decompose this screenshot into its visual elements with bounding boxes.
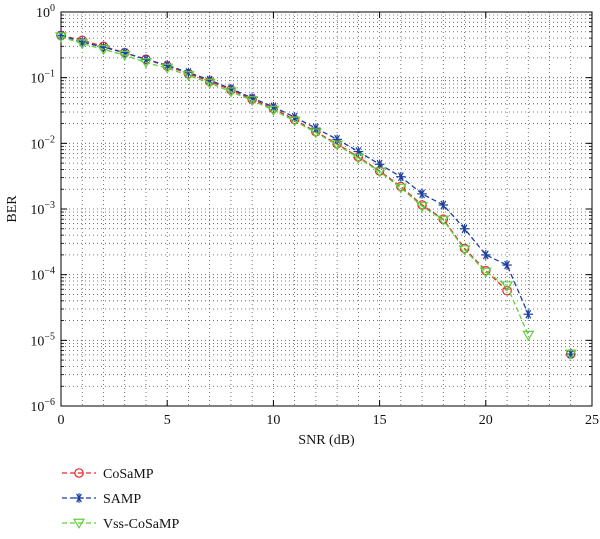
- data-point: [224, 87, 237, 98]
- series-vss-cosamp: [54, 32, 577, 360]
- x-axis-label: SNR (dB): [298, 433, 355, 448]
- data-point: [438, 214, 449, 224]
- data-point: [417, 189, 427, 199]
- data-series: [54, 30, 577, 360]
- data-point: [311, 123, 321, 134]
- data-point: [76, 39, 89, 50]
- series-line: [60, 36, 529, 336]
- legend: CoSaMP SAMP Vss-CoSaMP: [62, 467, 179, 532]
- y-axis-label: BER: [5, 195, 20, 223]
- y-tick-base: 10: [36, 6, 50, 21]
- y-tick-exponent: −2: [44, 134, 55, 145]
- data-point: [332, 134, 342, 145]
- series-line: [60, 34, 508, 292]
- data-point: [416, 201, 429, 213]
- x-tick-label: 10: [266, 413, 280, 428]
- data-point: [246, 96, 259, 107]
- data-point: [288, 116, 301, 127]
- y-tick-exponent: −6: [44, 397, 55, 408]
- y-tick-label: 100: [36, 3, 55, 21]
- legend-entry: SAMP: [62, 492, 141, 507]
- data-point: [500, 281, 514, 292]
- y-tick-base: 10: [30, 400, 44, 415]
- x-tick-label: 20: [479, 413, 493, 428]
- legend-marker: [72, 518, 86, 529]
- data-point: [373, 167, 386, 178]
- y-tick-label: 10−4: [30, 266, 55, 284]
- plot-frame: [60, 11, 593, 407]
- data-point: [459, 243, 470, 254]
- legend-label: Vss-CoSaMP: [103, 517, 179, 532]
- grid-lines: [61, 12, 592, 406]
- data-point: [98, 42, 109, 53]
- y-tick-exponent: 0: [50, 3, 55, 14]
- y-tick-label: 10−2: [30, 134, 55, 152]
- y-tick-label: 10−5: [30, 331, 55, 349]
- legend-label: CoSaMP: [103, 467, 154, 482]
- data-point: [438, 200, 449, 210]
- legend-label: SAMP: [103, 492, 141, 507]
- y-tick-base: 10: [30, 72, 44, 87]
- x-tick-label: 25: [585, 413, 599, 428]
- x-tick-label: 0: [58, 413, 65, 428]
- data-point: [54, 32, 68, 43]
- data-point: [394, 183, 407, 194]
- data-point: [523, 309, 534, 320]
- y-tick-base: 10: [30, 269, 44, 284]
- data-point: [161, 63, 174, 75]
- data-point: [97, 44, 110, 56]
- data-point: [437, 215, 450, 226]
- y-tick-exponent: −4: [44, 266, 55, 277]
- y-tick-label: 10−6: [30, 397, 55, 415]
- data-point: [267, 105, 280, 117]
- y-tick-exponent: −5: [44, 331, 55, 342]
- data-point: [352, 153, 365, 164]
- x-tick-label: 5: [164, 413, 171, 428]
- y-tick-exponent: −1: [44, 69, 55, 80]
- data-point: [118, 50, 131, 62]
- data-point: [203, 78, 216, 89]
- data-point: [459, 223, 470, 234]
- data-point: [396, 171, 406, 182]
- legend-marker: [74, 468, 84, 478]
- y-tick-label: 10−3: [30, 200, 55, 218]
- data-point: [182, 71, 195, 82]
- y-tick-base: 10: [30, 334, 44, 349]
- x-tick-label: 15: [373, 413, 387, 428]
- data-point: [139, 58, 153, 69]
- series-samp: [56, 30, 576, 359]
- data-point: [481, 250, 491, 260]
- y-tick-exponent: −3: [44, 200, 55, 211]
- axis-ticks: [60, 11, 593, 407]
- data-point: [331, 140, 344, 151]
- legend-entry: CoSaMP: [62, 467, 154, 482]
- y-tick-base: 10: [30, 137, 44, 152]
- data-point: [162, 60, 172, 70]
- data-point: [564, 349, 577, 360]
- y-tick-label: 10−1: [30, 69, 55, 87]
- data-point: [309, 128, 322, 139]
- x-tick-labels: 0 5 10 15 20 25: [58, 413, 600, 428]
- legend-marker: [74, 493, 84, 503]
- data-point: [502, 260, 512, 270]
- data-point: [479, 267, 492, 278]
- data-point: [522, 330, 535, 342]
- y-tick-base: 10: [30, 203, 44, 218]
- data-point: [458, 245, 471, 256]
- legend-entry: Vss-CoSaMP: [62, 517, 179, 532]
